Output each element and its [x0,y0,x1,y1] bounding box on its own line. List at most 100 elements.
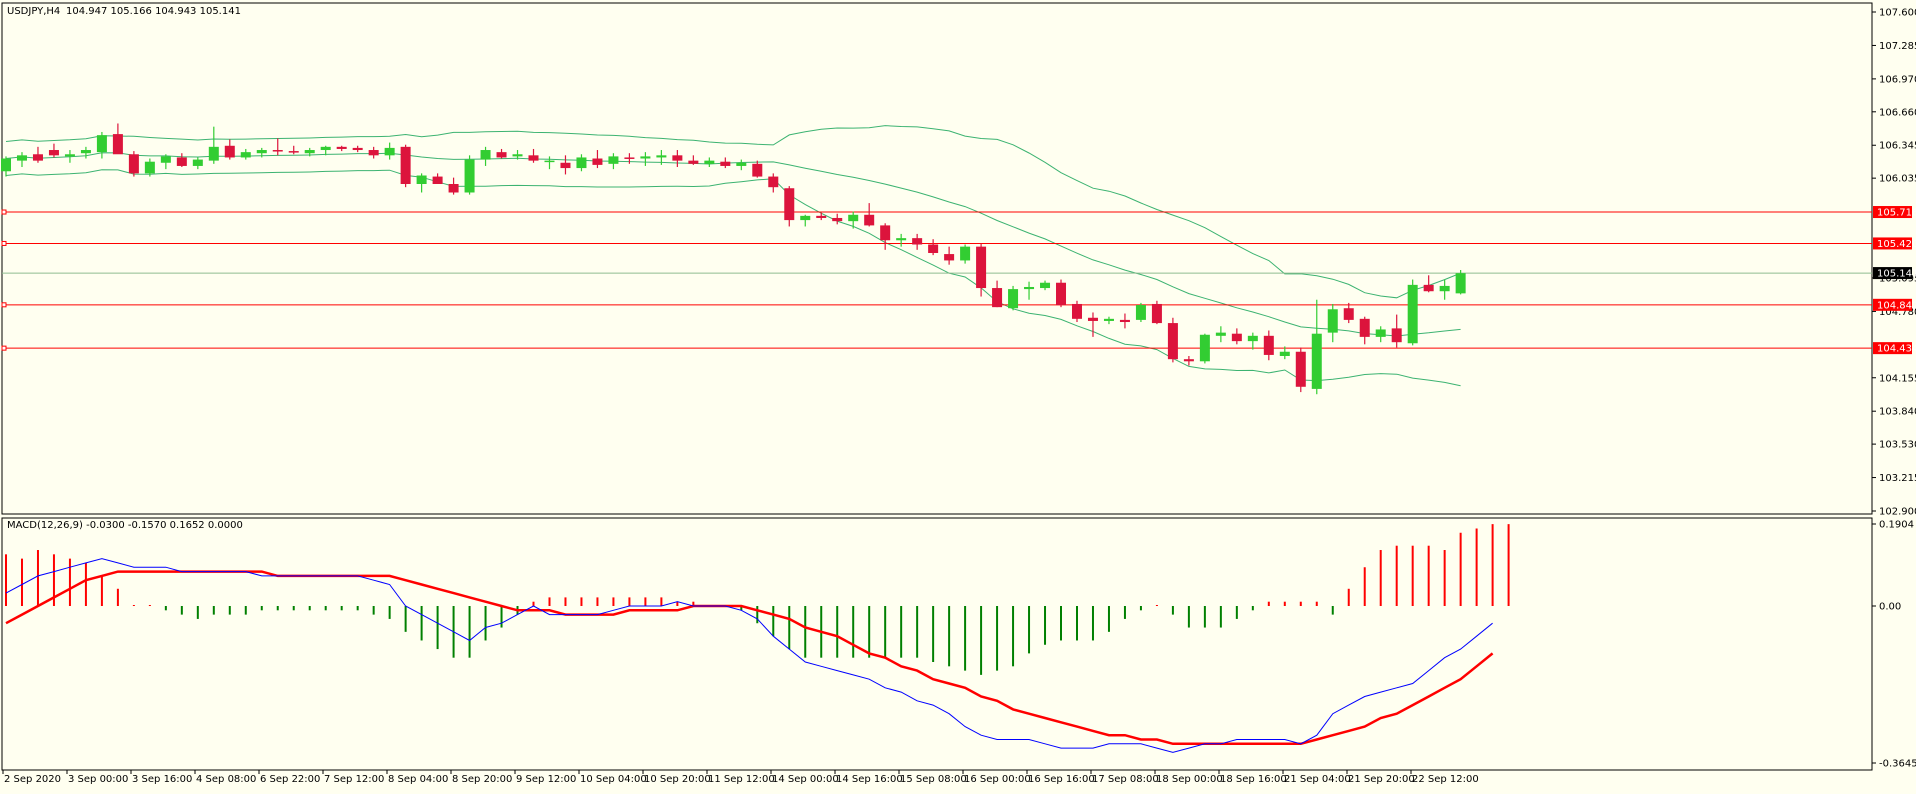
candle-bull[interactable] [240,152,251,158]
candle-bull[interactable] [208,146,219,161]
candle-bear[interactable] [224,145,235,158]
candle-bull[interactable] [16,155,27,161]
candle-bear[interactable] [880,225,891,241]
candle-bear[interactable] [928,244,939,254]
candle-bear[interactable] [128,154,139,174]
candle-bear[interactable] [368,150,379,156]
candle-bear[interactable] [496,152,507,158]
candle-bear[interactable] [864,214,875,226]
candle-bull[interactable] [480,150,491,160]
candle-bull[interactable] [848,214,859,222]
level-handle[interactable] [1,302,7,308]
candle-bear[interactable] [560,162,571,169]
candle-bear[interactable] [448,183,459,193]
candle-bear[interactable] [1295,351,1306,387]
candle-bull[interactable] [416,175,427,184]
candle-bear[interactable] [1167,323,1178,360]
candle-bull[interactable] [320,146,331,151]
candle-bull[interactable] [1375,329,1386,337]
candle-bull[interactable] [608,156,619,164]
candle-bull[interactable] [800,215,811,221]
candle-bull[interactable] [640,156,651,159]
candle-bull[interactable] [464,159,475,193]
candle-bear[interactable] [400,146,411,184]
candle-bear[interactable] [336,146,347,149]
candle-bear[interactable] [1231,333,1242,342]
candle-bull[interactable] [1024,286,1035,290]
candle-bear[interactable] [1087,317,1098,321]
level-handle[interactable] [1,240,7,246]
candle-bull[interactable] [80,150,91,154]
candle-bull[interactable] [1279,351,1290,356]
candle-bull[interactable] [1,158,11,172]
candle-bull[interactable] [544,160,555,163]
candle-bear[interactable] [944,254,955,261]
candle-bull[interactable] [1103,318,1114,321]
candle-bear[interactable] [992,288,1003,308]
candle-bear[interactable] [592,158,603,165]
candle-bull[interactable] [64,154,75,157]
candle-bear[interactable] [1071,303,1082,319]
candle-bull[interactable] [1199,334,1210,362]
candle-bull[interactable] [960,246,971,261]
candle-bear[interactable] [272,150,283,152]
candle-bear[interactable] [752,163,763,177]
candle-bull[interactable] [160,156,171,163]
candle-bear[interactable] [112,134,123,155]
candle-bear[interactable] [720,161,731,166]
candle-bear[interactable] [1359,318,1370,337]
candle-bull[interactable] [256,150,267,154]
candle-bear[interactable] [48,150,59,156]
candle-bear[interactable] [912,238,923,245]
candle-bear[interactable] [1391,328,1402,343]
candle-bull[interactable] [96,135,107,153]
candle-bull[interactable] [384,147,395,156]
candle-bear[interactable] [288,151,299,153]
candle-bear[interactable] [832,217,843,222]
candle-bull[interactable] [1327,309,1338,333]
candle-bear[interactable] [768,176,779,188]
candle-bear[interactable] [784,188,795,221]
price-pane[interactable] [1,123,1872,395]
level-handle[interactable] [1,209,7,215]
candle-bull[interactable] [576,157,587,169]
candle-bull[interactable] [1407,284,1418,344]
candle-bull[interactable] [896,238,907,241]
candle-bull[interactable] [1135,305,1146,320]
candle-bear[interactable] [624,157,635,159]
candle-bear[interactable] [32,154,43,161]
candle-bull[interactable] [512,154,523,157]
candle-bear[interactable] [432,176,443,184]
candle-bull[interactable] [144,161,155,174]
candle-bear[interactable] [1343,308,1354,320]
candle-bear[interactable] [528,155,539,161]
candle-bear[interactable] [1119,319,1130,323]
candle-bull[interactable] [192,159,203,166]
candle-bear[interactable] [1263,335,1274,355]
candle-bull[interactable] [1311,333,1322,389]
candle-bull[interactable] [1040,282,1051,289]
candle-bear[interactable] [1151,303,1162,324]
candle-bear[interactable] [1056,282,1067,306]
candle-bull[interactable] [1008,289,1019,309]
macd-pane[interactable] [5,524,1510,753]
candle-bull[interactable] [1439,285,1450,292]
level-handle[interactable] [1,345,7,351]
candle-bear[interactable] [176,157,187,166]
candle-bear[interactable] [976,246,987,289]
candle-bull[interactable] [1455,273,1466,294]
candle-bear[interactable] [672,155,683,161]
candle-bull[interactable] [704,160,715,164]
candle-bear[interactable] [816,215,827,218]
candle-bull[interactable] [656,155,667,158]
candle-bull[interactable] [1247,335,1258,342]
candle-bear[interactable] [352,147,363,151]
candle-bear[interactable] [1423,284,1434,292]
candle-bear[interactable] [688,160,699,164]
candle-bear[interactable] [1183,359,1194,362]
candle-bull[interactable] [736,162,747,166]
candle-bull[interactable] [1215,332,1226,336]
candle-bull[interactable] [304,150,315,154]
